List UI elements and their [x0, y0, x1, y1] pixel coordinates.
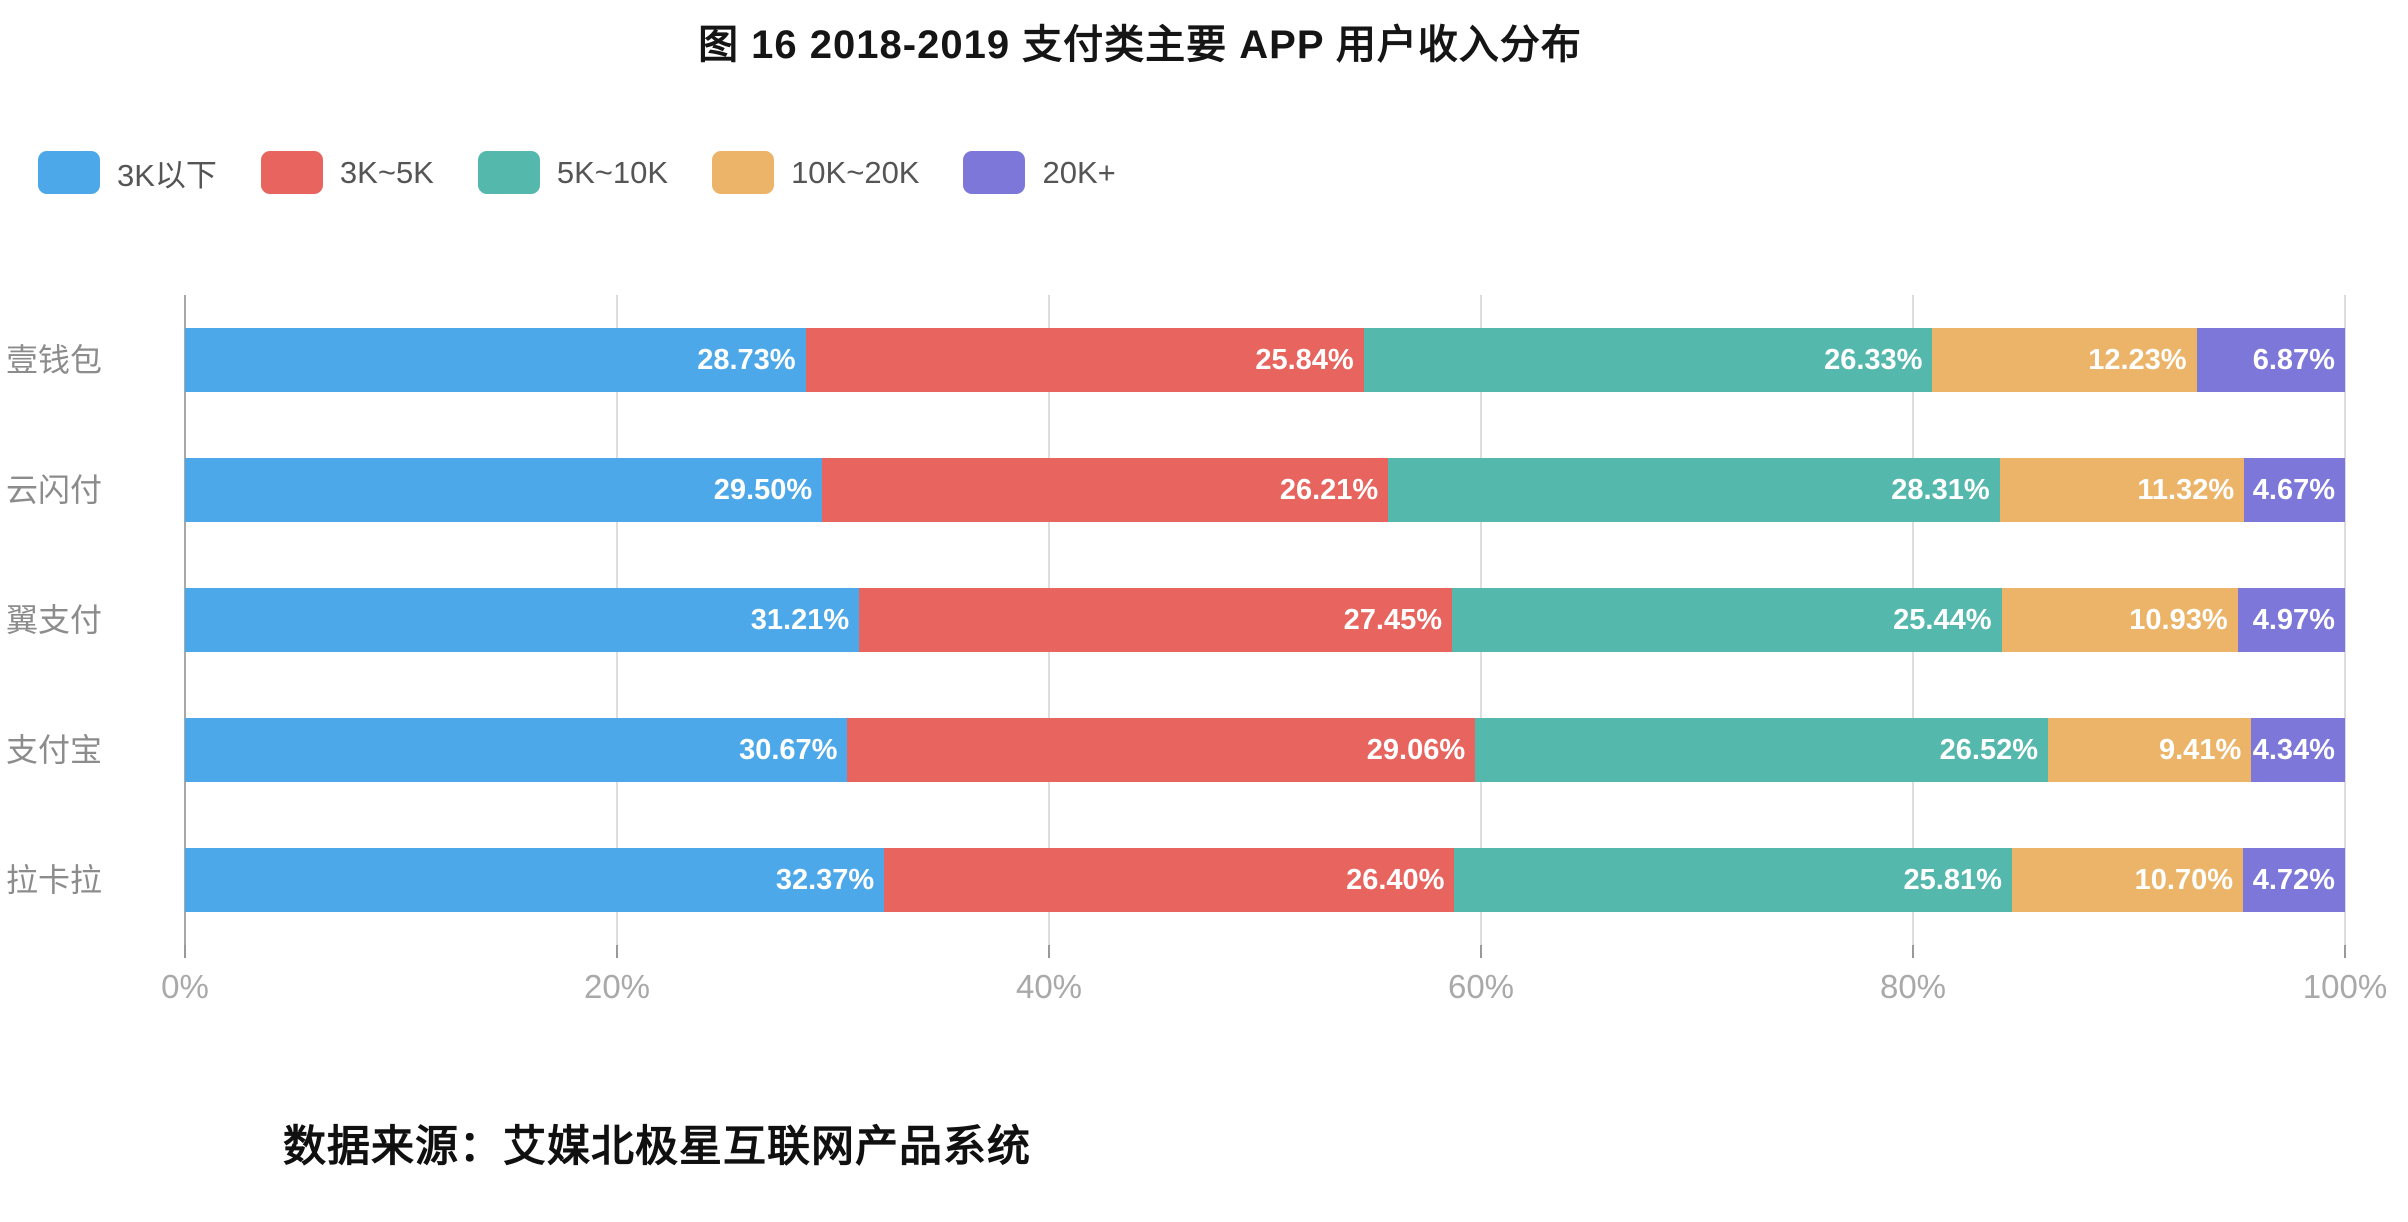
legend-label: 3K~5K [339, 154, 434, 190]
bar-segment: 11.32% [1999, 458, 2245, 522]
x-axis-tick [2344, 945, 2346, 958]
x-axis-label: 100% [2302, 968, 2388, 1005]
bar-value-label: 4.34% [2252, 733, 2335, 766]
legend-label: 10K~20K [791, 154, 920, 190]
category-label: 支付宝 [5, 732, 102, 768]
bar-value-label: 25.84% [1255, 343, 1354, 376]
bar-segment: 32.37% [185, 848, 885, 912]
bar-value-label: 25.81% [1903, 863, 2002, 896]
bar-segment: 12.23% [1932, 328, 2197, 392]
x-axis-label: 80% [1879, 968, 1947, 1005]
x-axis-tick [1480, 945, 1482, 958]
bar-value-label: 26.52% [1939, 733, 2038, 766]
bar-row: 31.21% 27.45% 25.44% 10.93% 4.97% [185, 588, 2345, 652]
x-axis-label: 60% [1447, 968, 1515, 1005]
bar-value-label: 29.50% [713, 473, 813, 506]
bar-segment: 29.50% [185, 458, 823, 522]
chart-title: 图 16 2018-2019 支付类主要 APP 用户收入分布 [698, 23, 1582, 67]
legend-item: 5K~10K [477, 151, 669, 194]
bar-value-label: 32.37% [775, 863, 875, 896]
bar-segment: 26.33% [1363, 328, 1933, 392]
bar-segment: 26.40% [884, 848, 1455, 912]
bar-segment: 9.41% [2047, 718, 2252, 782]
bar-value-label: 30.67% [739, 733, 838, 766]
bar-segment: 27.45% [859, 588, 1453, 652]
bar-value-label: 4.72% [2252, 863, 2335, 896]
plot-area: 0% 20% 40% 60% 80% 100% 壹钱包 28.73% 25.84% 26.33% 1… [6, 295, 2387, 1005]
x-axis-label: 20% [583, 968, 651, 1005]
bar-segment: 25.44% [1452, 588, 2002, 652]
category-label: 壹钱包 [5, 342, 102, 378]
x-axis-tick [1912, 945, 1914, 958]
bar-value-label: 26.33% [1824, 343, 1923, 376]
legend-item: 3K以下 [38, 150, 217, 195]
bar-row: 30.67% 29.06% 26.52% 9.41% 4.34% [185, 718, 2345, 782]
bar-row: 29.50% 26.21% 28.31% 11.32% 4.67% [185, 458, 2345, 522]
legend-label: 3K以下 [117, 158, 217, 193]
legend-item: 3K~5K [260, 151, 434, 194]
legend-swatch-icon [477, 151, 540, 194]
bar-segment: 6.87% [2196, 328, 2345, 392]
legend-swatch-icon [260, 151, 323, 194]
bar-value-label: 12.23% [2088, 343, 2187, 376]
x-axis-tick [1048, 945, 1050, 958]
bar-segment: 31.21% [185, 588, 860, 652]
bar-segment: 4.97% [2237, 588, 2345, 652]
bar-segment: 26.52% [1475, 718, 2048, 782]
legend-swatch-icon [963, 151, 1026, 194]
x-axis-label: 0% [161, 968, 209, 1005]
bar-value-label: 28.73% [697, 343, 796, 376]
x-axis-tick [184, 945, 186, 958]
bar-value-label: 9.41% [2159, 733, 2242, 766]
bar-segment: 4.72% [2243, 848, 2345, 912]
legend-item: 10K~20K [712, 151, 919, 194]
bar-value-label: 10.93% [2129, 603, 2228, 636]
bar-segment: 10.93% [2001, 588, 2238, 652]
legend-swatch-icon [38, 151, 100, 194]
legend-item: 20K+ [963, 151, 1116, 194]
legend-swatch-icon [712, 151, 775, 194]
bar-segment: 25.81% [1454, 848, 2012, 912]
bar-value-label: 10.70% [2134, 863, 2234, 896]
bar-value-label: 26.21% [1279, 473, 1379, 506]
bar-value-label: 25.44% [1893, 603, 1992, 636]
x-axis-tick [616, 945, 618, 958]
legend-label: 20K+ [1042, 154, 1116, 190]
bar-value-label: 28.31% [1891, 473, 1990, 506]
x-axis-label: 40% [1015, 968, 1083, 1005]
category-label: 拉卡拉 [5, 862, 102, 898]
bar-segment: 4.67% [2244, 458, 2345, 522]
bar-segment: 4.34% [2251, 718, 2345, 782]
bar-value-label: 6.87% [2252, 343, 2335, 376]
bar-value-label: 27.45% [1343, 603, 1443, 636]
bar-value-label: 31.21% [750, 603, 850, 636]
bar-segment: 26.21% [822, 458, 1389, 522]
bar-segment: 28.31% [1388, 458, 2000, 522]
bar-value-label: 26.40% [1346, 863, 1445, 896]
bar-value-label: 11.32% [2137, 473, 2235, 506]
legend: 3K以下 3K~5K 5K~10K 10K~20K 20K+ [38, 150, 1160, 195]
bar-value-label: 4.67% [2252, 473, 2335, 506]
bar-value-label: 29.06% [1366, 733, 1466, 766]
category-label: 云闪付 [5, 472, 102, 508]
gridline [2344, 295, 2346, 945]
data-source-note: 数据来源：艾媒北极星互联网产品系统 [283, 1123, 1031, 1171]
category-label: 翼支付 [5, 602, 102, 638]
bar-segment: 28.73% [185, 328, 806, 392]
bar-row: 28.73% 25.84% 26.33% 12.23% 6.87% [185, 328, 2345, 392]
bar-segment: 10.70% [2011, 848, 2244, 912]
legend-label: 5K~10K [556, 154, 669, 190]
bar-value-label: 4.97% [2252, 603, 2335, 636]
bar-row: 32.37% 26.40% 25.81% 10.70% 4.72% [185, 848, 2345, 912]
bar-segment: 30.67% [185, 718, 848, 782]
bar-segment: 25.84% [805, 328, 1364, 392]
bar-segment: 29.06% [847, 718, 1476, 782]
